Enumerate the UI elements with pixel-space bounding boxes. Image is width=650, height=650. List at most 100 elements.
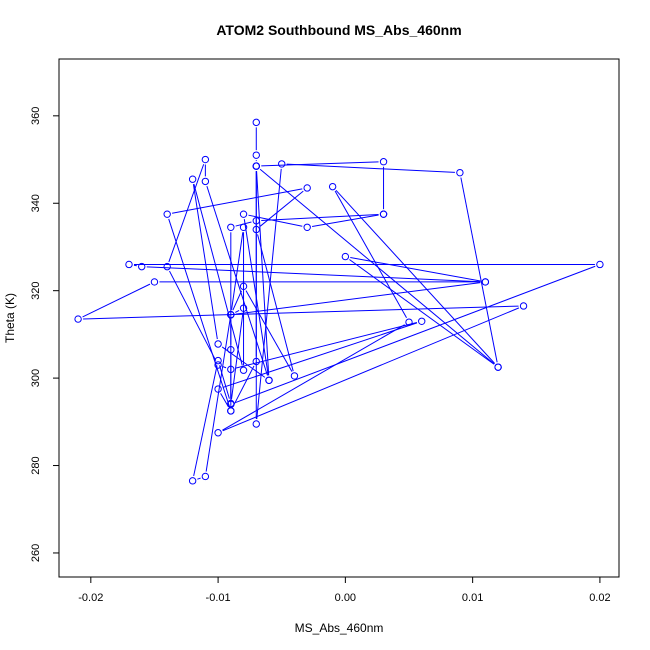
data-point — [188, 175, 197, 183]
y-tick-label: 320 — [30, 281, 42, 299]
y-tick-label: 280 — [30, 456, 42, 474]
series-segment — [83, 305, 519, 320]
x-tick-label: 0.02 — [589, 592, 610, 604]
y-axis: 260 280 300 320 340 360 — [30, 107, 59, 562]
data-point — [341, 252, 350, 261]
y-tick-label: 260 — [30, 544, 42, 562]
x-axis: -0.02 -0.01 0.00 0.01 0.02 — [78, 577, 611, 604]
series-segment — [222, 366, 227, 369]
data-point — [214, 340, 222, 348]
series-segment — [460, 177, 498, 363]
series-segment — [168, 218, 230, 407]
series-segment — [257, 234, 294, 372]
series-segment — [312, 214, 379, 227]
data-point — [214, 429, 222, 437]
data-point — [201, 472, 210, 481]
data-point — [227, 400, 235, 409]
series-segment — [350, 256, 481, 282]
series-segment — [334, 190, 407, 319]
x-tick-label: 0.01 — [462, 592, 483, 604]
series-segment — [146, 266, 481, 283]
data-point — [252, 217, 260, 225]
series-layer — [74, 118, 604, 485]
data-point — [239, 282, 248, 291]
data-point — [418, 317, 426, 325]
series-segment — [232, 290, 242, 311]
data-point — [201, 155, 210, 164]
data-point — [227, 407, 235, 415]
data-point — [227, 311, 235, 319]
series-segment — [235, 265, 596, 404]
chart-title: ATOM2 Southbound MS_Abs_460nm — [216, 22, 461, 38]
data-point — [150, 278, 159, 286]
data-point — [252, 225, 260, 234]
data-point — [227, 223, 235, 231]
data-point — [227, 345, 235, 354]
series-segment — [222, 307, 520, 432]
data-point — [239, 304, 248, 312]
series-segment — [219, 365, 230, 399]
series-segment — [168, 164, 205, 263]
data-point — [214, 356, 222, 365]
series-segment — [205, 319, 231, 472]
y-axis-label: Theta (K) — [3, 293, 17, 343]
plot-frame — [58, 58, 620, 578]
data-point — [328, 182, 337, 191]
data-point — [239, 210, 248, 218]
data-point — [278, 160, 286, 168]
series-segment — [245, 290, 293, 372]
data-point — [252, 162, 260, 170]
y-tick-label: 340 — [30, 194, 42, 212]
series-segment — [256, 171, 270, 376]
data-point — [227, 365, 235, 374]
series-segment — [193, 365, 218, 477]
data-point — [239, 366, 248, 374]
series-segment — [206, 186, 268, 376]
series-segment — [192, 184, 218, 340]
data-point — [252, 357, 260, 366]
x-tick-label: 0.00 — [335, 592, 356, 604]
series-segment — [286, 163, 455, 173]
data-point — [201, 177, 210, 186]
series-segment — [259, 190, 304, 227]
series-segment — [335, 189, 496, 364]
data-point — [519, 302, 528, 310]
data-point — [239, 223, 248, 231]
series-segment — [193, 183, 243, 366]
y-tick-label: 300 — [30, 369, 42, 387]
data-point — [379, 210, 388, 218]
series-segment — [230, 313, 244, 400]
series-segment — [256, 168, 282, 420]
data-point — [303, 184, 311, 192]
data-point — [252, 118, 260, 127]
x-tick-label: -0.02 — [78, 592, 103, 604]
x-tick-label: -0.01 — [206, 592, 231, 604]
data-point — [74, 315, 82, 323]
data-point — [252, 420, 260, 428]
data-point — [214, 361, 222, 369]
series-segment — [248, 214, 303, 227]
series-segment — [259, 168, 495, 365]
data-point — [379, 158, 388, 166]
data-point — [252, 151, 260, 159]
data-point — [290, 372, 299, 380]
series-segment — [232, 365, 255, 407]
x-axis-label: MS_Abs_460nm — [295, 621, 384, 635]
series-segment — [222, 324, 405, 431]
series-segment — [172, 188, 303, 214]
data-point — [214, 385, 222, 393]
data-point — [405, 318, 413, 326]
data-point — [163, 210, 171, 218]
data-point — [125, 260, 133, 269]
series-segment — [261, 161, 379, 167]
data-point — [456, 168, 464, 177]
data-point — [188, 477, 197, 485]
data-point — [163, 262, 171, 271]
data-point — [303, 223, 311, 231]
data-point — [596, 260, 604, 269]
series-segment — [220, 393, 229, 407]
data-point — [481, 278, 490, 286]
series-segment — [235, 310, 240, 313]
series-segment — [222, 322, 418, 388]
